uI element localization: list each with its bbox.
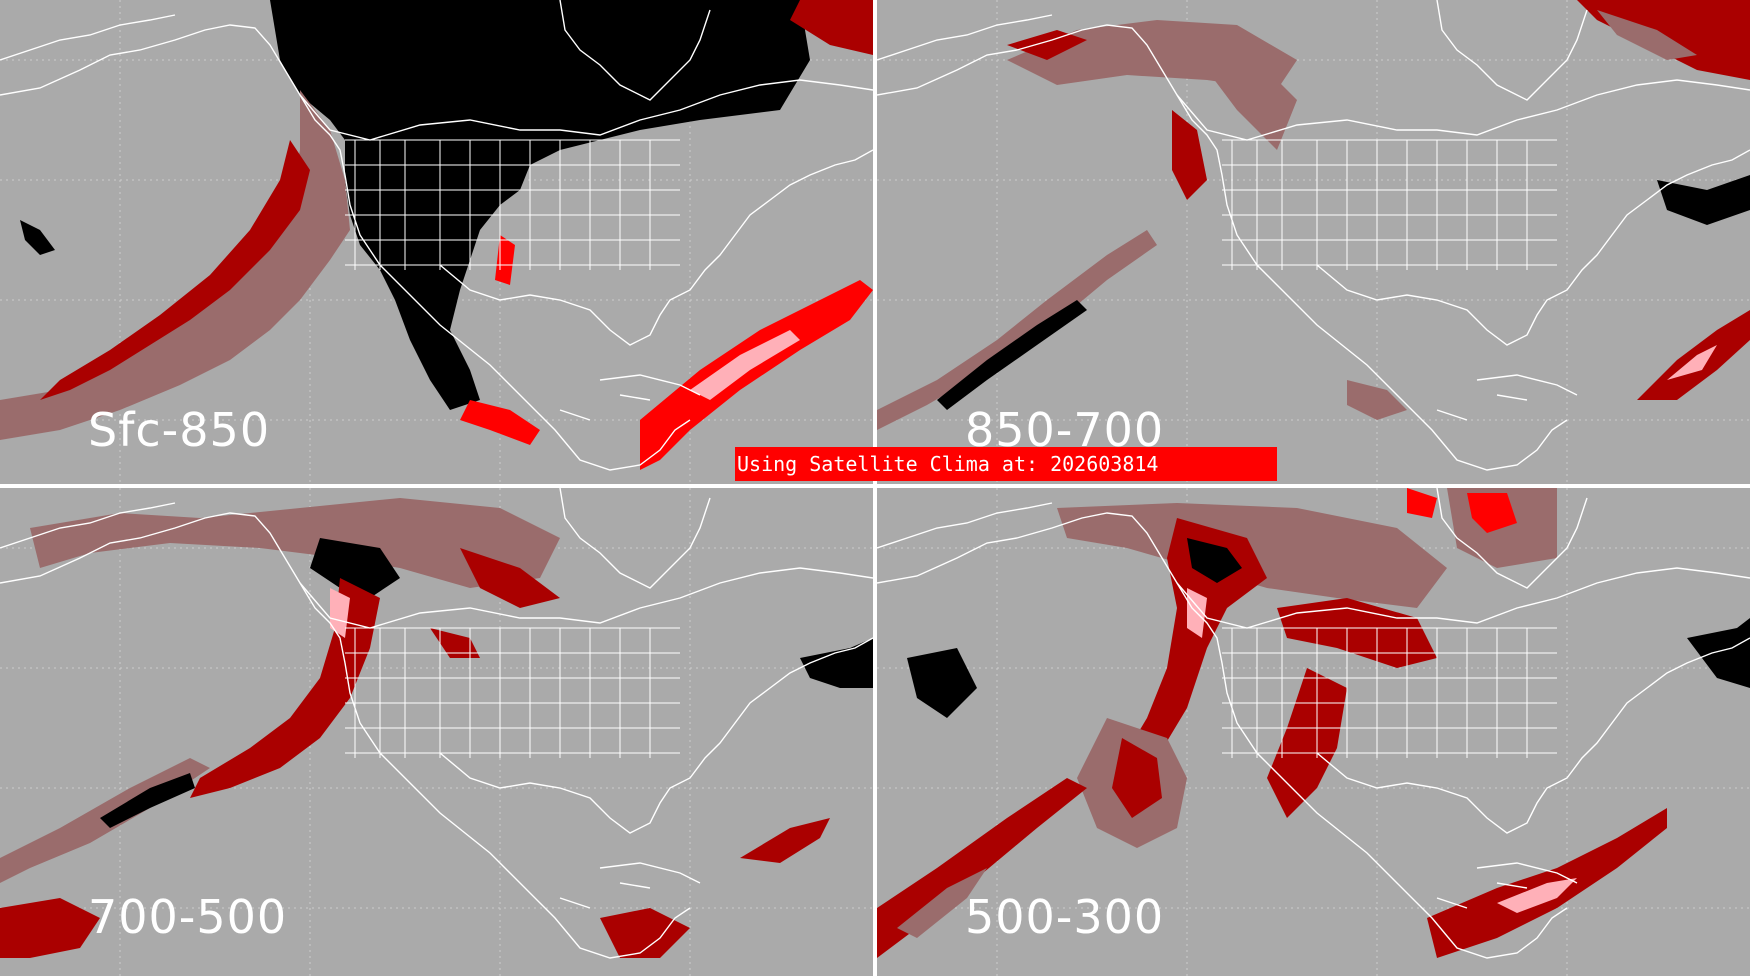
red-band-east <box>1637 310 1750 400</box>
muted-patch <box>1347 380 1407 420</box>
red-patch <box>740 818 830 863</box>
red-band <box>1277 598 1437 668</box>
red-patch <box>1467 493 1517 533</box>
muted-band <box>30 498 560 588</box>
red-blob <box>1112 738 1162 818</box>
red-patch <box>460 400 540 445</box>
map-canvas <box>877 488 1750 976</box>
pink-core <box>1497 878 1577 913</box>
red-patch <box>600 908 690 958</box>
map-panel-500-300: 500-300 <box>877 488 1750 976</box>
black-patch <box>310 538 400 598</box>
coastlines <box>0 0 873 471</box>
map-panel-sfc-850: Sfc-850 <box>0 0 873 484</box>
state-borders <box>345 139 680 270</box>
black-band <box>937 300 1087 410</box>
coastlines <box>0 488 873 959</box>
black-band <box>100 773 195 828</box>
satellite-clima-banner: Using Satellite Clima at: 202603814 <box>735 447 1277 481</box>
black-mask <box>270 0 810 410</box>
black-patch <box>1687 618 1750 688</box>
black-patch <box>1657 175 1750 225</box>
state-borders <box>1222 139 1557 270</box>
red-patch <box>1407 488 1437 518</box>
muted-band <box>897 868 987 938</box>
lat-lon-grid <box>877 488 1750 976</box>
state-borders <box>1222 627 1557 758</box>
black-patch <box>20 220 55 255</box>
red-band <box>190 578 380 798</box>
red-patch <box>790 0 873 55</box>
pink-core <box>690 330 800 400</box>
map-canvas <box>877 0 1750 484</box>
map-canvas <box>0 488 873 976</box>
red-patch <box>430 628 480 658</box>
red-band-east <box>640 280 873 470</box>
red-patch <box>1007 30 1087 60</box>
pink-core <box>330 588 350 638</box>
muted-band <box>0 90 350 440</box>
black-patch <box>907 648 977 718</box>
red-patch <box>495 235 515 285</box>
panel-label: 500-300 <box>965 890 1165 944</box>
red-patch <box>460 548 560 608</box>
black-patch <box>1187 538 1242 583</box>
map-panel-850-700: 850-700 <box>877 0 1750 484</box>
muted-band <box>877 230 1157 430</box>
coastlines <box>877 0 1750 471</box>
map-canvas <box>0 0 873 484</box>
pink-core <box>1667 345 1717 380</box>
muted-band <box>1207 30 1297 150</box>
muted-patch <box>1597 10 1697 60</box>
coastlines <box>877 488 1750 959</box>
red-band <box>1267 668 1347 818</box>
state-borders <box>345 627 680 758</box>
red-patch <box>0 898 100 958</box>
red-band <box>1172 110 1207 200</box>
map-panel-700-500: 700-500 <box>0 488 873 976</box>
black-patch <box>800 638 873 688</box>
panel-label: 700-500 <box>88 890 288 944</box>
red-band <box>1117 518 1267 788</box>
panel-label: Sfc-850 <box>88 403 271 457</box>
